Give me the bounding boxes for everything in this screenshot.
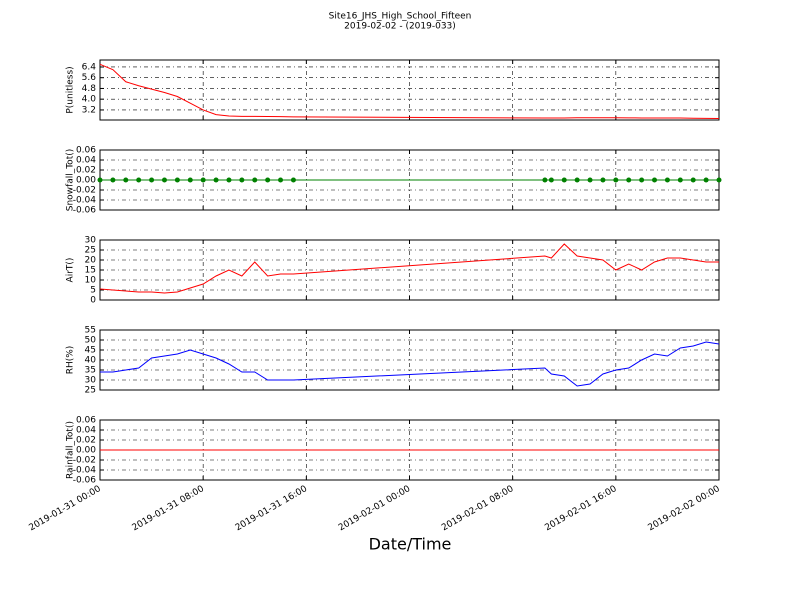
y-tick-label: 5 (90, 286, 96, 296)
y-tick-label: 25 (85, 386, 96, 396)
data-point (600, 177, 606, 183)
data-point (161, 177, 167, 183)
data-point (149, 177, 155, 183)
y-tick-label: 0.02 (76, 436, 96, 446)
x-axis-label: Date/Time (369, 535, 452, 554)
y-tick-label: 30 (85, 236, 97, 246)
y-tick-label: 15 (85, 266, 96, 276)
x-tick-label: 2019-01-31 08:00 (131, 484, 206, 533)
y-tick-label: -0.02 (73, 186, 96, 196)
y-tick-label: 25 (85, 246, 96, 256)
data-point (265, 177, 271, 183)
y-tick-label: 50 (85, 336, 97, 346)
data-point (716, 177, 722, 183)
data-line (99, 63, 720, 120)
y-tick-label: -0.02 (73, 456, 96, 466)
y-tick-label: 55 (85, 326, 96, 336)
data-point (574, 177, 580, 183)
y-tick-label: -0.06 (73, 476, 97, 486)
data-point (639, 177, 645, 183)
data-point (587, 177, 593, 183)
y-axis-label: Snowfall_Tot() (66, 149, 76, 212)
data-point (561, 177, 567, 183)
y-tick-label: 40 (85, 356, 97, 366)
data-point (200, 177, 206, 183)
y-tick-label: -0.04 (73, 196, 97, 206)
data-point (548, 177, 554, 183)
x-tick-label: 2019-01-31 00:00 (28, 484, 103, 533)
y-tick-label: 3.2 (82, 105, 96, 115)
y-tick-label: 5.6 (82, 73, 97, 83)
y-tick-label: 0.06 (76, 146, 96, 156)
data-point (703, 177, 709, 183)
chart-title: Site16_JHS_High_School_Fifteen (329, 12, 472, 22)
y-tick-label: 10 (85, 276, 97, 286)
data-point (652, 177, 658, 183)
x-tick-label: 2019-02-02 00:00 (647, 484, 722, 533)
data-point (123, 177, 129, 183)
y-tick-label: -0.04 (73, 466, 97, 476)
data-line (100, 341, 720, 387)
y-axis-label: RH(%) (66, 346, 76, 375)
data-point (613, 177, 619, 183)
data-point (290, 177, 296, 183)
y-tick-label: 6.4 (82, 62, 97, 72)
data-point (213, 177, 219, 183)
y-tick-label: 4.0 (82, 95, 97, 105)
data-point (252, 177, 258, 183)
data-point (542, 177, 548, 183)
y-axis-label: P(unitless) (66, 66, 76, 113)
data-point (226, 177, 232, 183)
y-tick-label: 45 (85, 346, 96, 356)
y-tick-label: 0.06 (76, 416, 96, 426)
y-tick-label: 0.02 (76, 166, 96, 176)
data-point (626, 177, 632, 183)
data-point (136, 177, 142, 183)
data-point (110, 177, 116, 183)
y-tick-label: 4.8 (82, 84, 97, 94)
y-axis-label: AirT() (66, 258, 76, 283)
data-point (664, 177, 670, 183)
y-tick-label: 0 (90, 296, 96, 306)
data-point (239, 177, 245, 183)
data-point (677, 177, 683, 183)
data-point (174, 177, 180, 183)
axes-frame (99, 239, 720, 301)
y-tick-label: 0.04 (76, 426, 96, 436)
axes-frame (99, 59, 720, 121)
x-tick-label: 2019-02-01 16:00 (543, 484, 618, 533)
data-point (278, 177, 284, 183)
y-tick-label: 20 (85, 256, 97, 266)
y-tick-label: 0.04 (76, 156, 96, 166)
x-tick-label: 2019-02-01 00:00 (337, 484, 412, 533)
axes-frame (99, 329, 720, 391)
chart-subtitle: 2019-02-02 - (2019-033) (344, 22, 456, 32)
y-tick-label: 0.00 (76, 176, 96, 186)
y-tick-label: 35 (85, 366, 96, 376)
y-tick-label: 30 (85, 376, 97, 386)
data-point (187, 177, 193, 183)
y-axis-label: Rainfall_Tot() (66, 421, 76, 479)
x-tick-label: 2019-01-31 16:00 (234, 484, 309, 533)
y-tick-label: -0.06 (73, 206, 97, 216)
y-tick-label: 0.00 (76, 446, 96, 456)
data-point (690, 177, 696, 183)
data-line (99, 243, 719, 294)
data-point (97, 177, 103, 183)
x-tick-label: 2019-02-01 08:00 (440, 484, 515, 533)
